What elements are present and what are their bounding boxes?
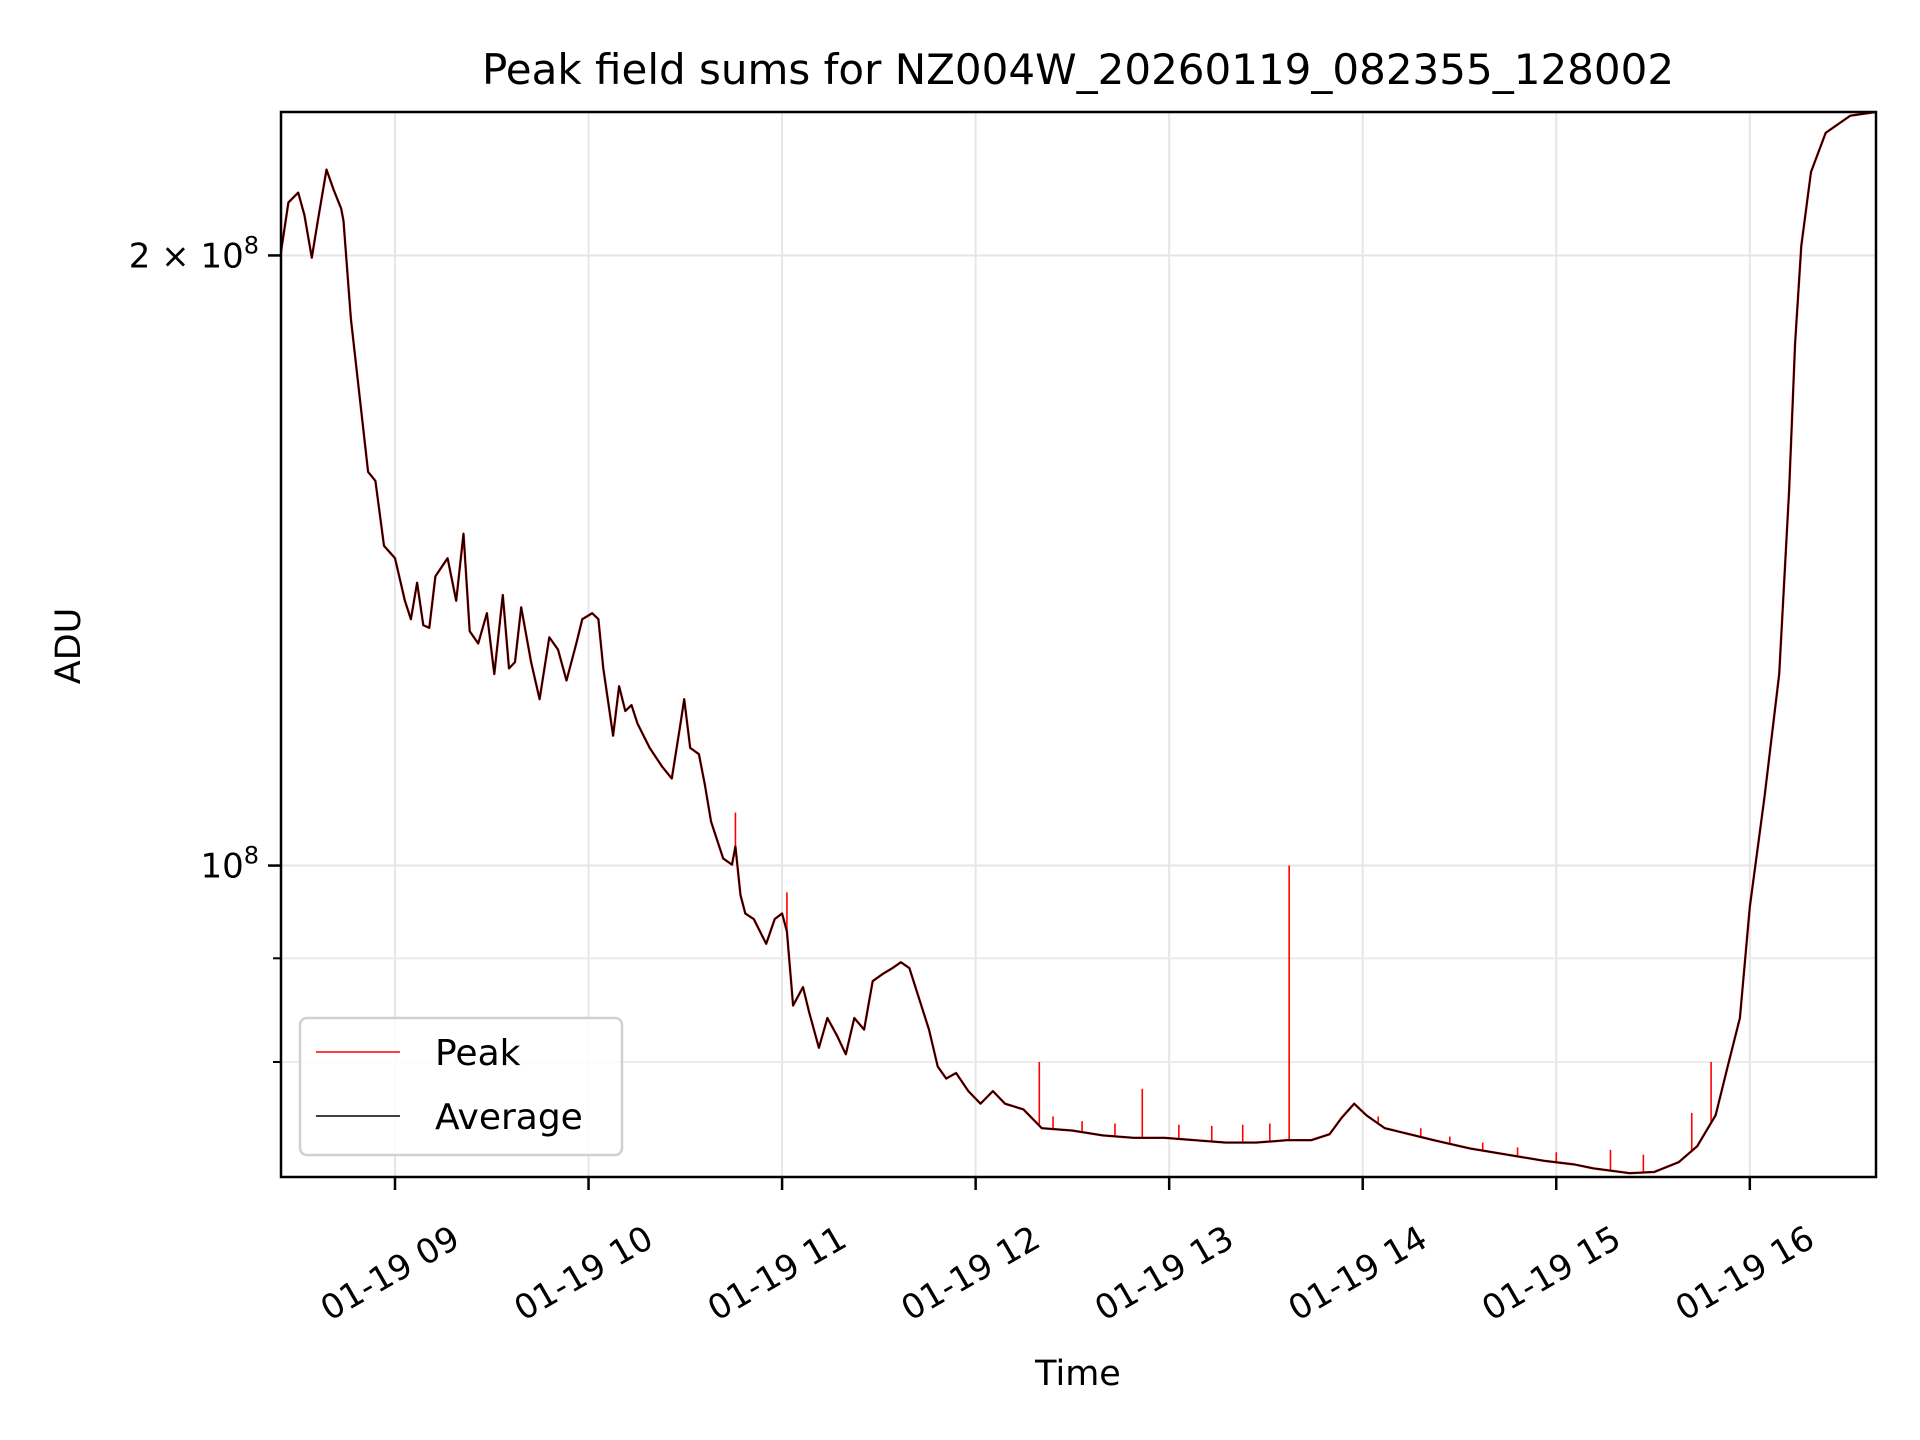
- y-tick-label-base: 2 × 10: [129, 236, 244, 276]
- axes-frame: [279, 110, 1878, 1179]
- legend-peak-label: Peak: [435, 1033, 521, 1074]
- y-tick-label: 108: [200, 842, 259, 887]
- y-axis-label: ADU: [49, 608, 89, 685]
- average-series-line: [281, 112, 1876, 1174]
- legend-average-label: Average: [435, 1097, 583, 1138]
- y-tick-label-exponent: 8: [244, 231, 259, 259]
- x-axis-label: Time: [1034, 1354, 1121, 1394]
- chart-title: Peak field sums for NZ004W_20260119_0823…: [482, 45, 1674, 94]
- y-tick-label-exponent: 8: [244, 842, 259, 870]
- legend: Peak Average: [298, 1016, 624, 1157]
- series-group: [281, 112, 1876, 1175]
- y-tick-label: 2 × 108: [129, 231, 259, 276]
- y-tick-label-base: 10: [200, 847, 243, 887]
- plot-area: [281, 112, 1876, 1175]
